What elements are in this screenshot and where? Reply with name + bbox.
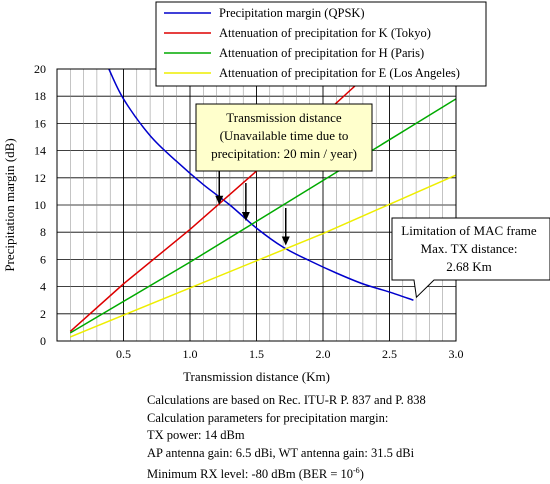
annotation-box <box>195 103 373 172</box>
arrow-head <box>241 212 250 222</box>
y-tick-label: 16 <box>34 116 46 130</box>
x-tick-label: 2.5 <box>382 347 397 361</box>
x-tick-label: 2.0 <box>316 347 331 361</box>
annotation-text: (Unavailable time due to <box>220 128 349 143</box>
arrow-head <box>281 236 290 246</box>
legend-entry: Attenuation of precipitation for E (Los … <box>219 66 460 80</box>
note-line: Calculation parameters for precipitation… <box>147 410 389 425</box>
note-text: Minimum RX level: -80 dBm (BER = 10 <box>147 467 354 482</box>
y-tick-label: 6 <box>40 252 46 266</box>
annotations: Transmission distance (Unavailable time d… <box>195 103 550 299</box>
x-tick-label: 1.0 <box>183 347 198 361</box>
annotation-text: precipitation: 20 min / year) <box>211 146 357 161</box>
callout-bubble <box>391 217 550 299</box>
tick-labels: 0 2 4 6 8 10 12 14 16 18 20 0.5 1.0 1.5 2.0 2.5 3.0 <box>34 62 464 361</box>
note-line: Minimum RX level: -80 dBm (BER = 10-6) <box>147 462 547 484</box>
y-tick-label: 12 <box>34 171 46 185</box>
y-tick-label: 18 <box>34 89 46 103</box>
note-tail: ) <box>359 467 364 482</box>
callout-text: Limitation of MAC frame <box>401 223 537 238</box>
legend-entry: Attenuation of precipitation for K (Toky… <box>219 26 431 40</box>
x-tick-label: 1.5 <box>249 347 264 361</box>
note-line: TX power: 14 dBm <box>147 428 245 442</box>
note-line: Calculations are based on Rec. ITU-R P. … <box>147 393 426 407</box>
note-exponent: -6 <box>353 466 360 475</box>
y-tick-label: 4 <box>40 280 46 294</box>
y-tick-label: 20 <box>34 62 46 76</box>
series-line <box>108 68 414 301</box>
calculation-notes: Calculations are based on Rec. ITU-R P. … <box>147 392 547 484</box>
legend-entry: Precipitation margin (QPSK) <box>219 6 365 20</box>
y-tick-label: 8 <box>40 225 46 239</box>
callout-text: Max. TX distance: <box>421 241 518 256</box>
y-tick-label: 14 <box>34 144 46 158</box>
note-line: AP antenna gain: 6.5 dBi, WT antenna gai… <box>147 445 415 460</box>
x-tick-label: 3.0 <box>449 347 464 361</box>
y-tick-label: 10 <box>34 198 46 212</box>
grid <box>57 69 456 341</box>
series-line <box>69 98 457 334</box>
annotation-text: Transmission distance <box>226 110 342 125</box>
legend-entry: Attenuation of precipitation for H (Pari… <box>219 46 424 60</box>
series-line <box>70 174 457 338</box>
y-tick-label: 2 <box>40 307 46 321</box>
x-axis-label: Transmission distance (Km) <box>183 369 330 384</box>
x-tick-label: 0.5 <box>116 347 131 361</box>
callout-text: 2.68 Km <box>446 259 492 274</box>
chart: 0 2 4 6 8 10 12 14 16 18 20 0.5 1.0 1.5 2.0 2.5 3.0 Tran… <box>2 1 550 384</box>
y-axis-label: Precipitation margin (dB) <box>2 138 17 271</box>
y-tick-label: 0 <box>40 334 46 348</box>
arrow-head <box>215 195 224 205</box>
legend: Precipitation margin (QPSK) Attenuation o… <box>155 1 487 87</box>
legend-box <box>155 1 487 87</box>
